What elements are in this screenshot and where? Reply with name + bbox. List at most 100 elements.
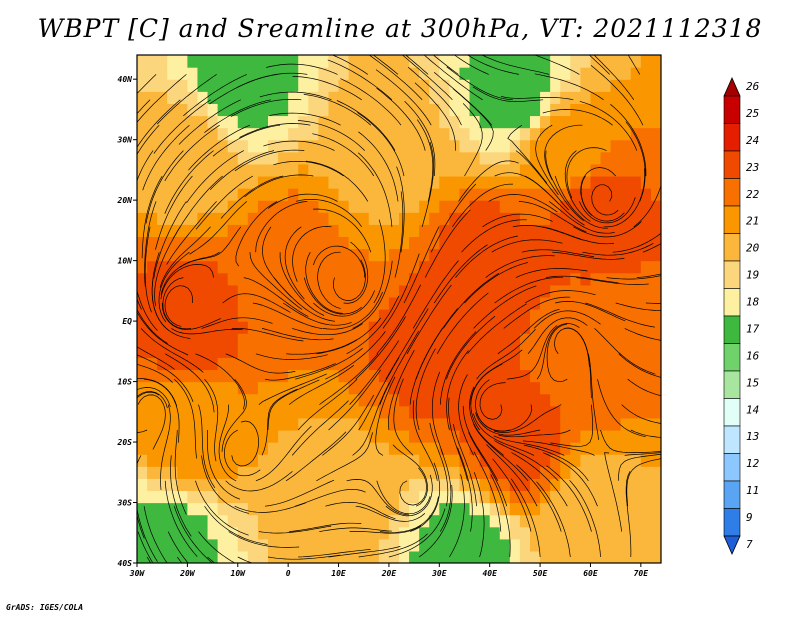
wbpt-cell [630,381,642,395]
wbpt-cell [388,139,400,153]
wbpt-cell [550,103,561,117]
wbpt-cell [489,345,501,358]
wbpt-cell [650,442,661,455]
wbpt-cell [429,333,440,346]
wbpt-cell [469,309,481,322]
wbpt-cell [217,550,229,563]
wbpt-cell [560,550,571,563]
wbpt-cell [560,55,571,68]
streamline [111,455,131,538]
wbpt-cell [630,212,642,225]
wbpt-cell [630,248,642,262]
wbpt-cell [237,369,249,383]
wbpt-cell [630,514,642,528]
wbpt-cell [257,429,269,443]
wbpt-cell [419,405,430,419]
wbpt-cell [207,357,219,371]
wbpt-cell [620,175,632,189]
wbpt-cell [157,248,168,262]
wbpt-cell [217,478,229,492]
footer-credit: GrADS: IGES/COLA [6,603,84,612]
streamline [105,481,134,561]
wbpt-cell [439,381,450,395]
wbpt-cell [197,200,209,213]
wbpt-cell [489,284,501,298]
wbpt-cell [237,357,249,371]
wbpt-cell [459,442,471,455]
wbpt-cell [247,55,259,68]
wbpt-cell [167,538,178,552]
wbpt-cell [640,272,652,286]
wbpt-cell [288,526,299,540]
x-tick-label: 40E [482,569,497,578]
wbpt-cell [157,103,168,117]
wbpt-cell [207,115,219,129]
wbpt-cell [328,67,340,80]
wbpt-cell [499,103,511,117]
wbpt-cell [197,405,209,419]
streamline [431,371,444,456]
wbpt-cell [630,357,642,371]
wbpt-cell [519,490,531,504]
wbpt-cell [540,550,551,563]
wbpt-cell [650,550,661,563]
wbpt-cell [207,272,219,286]
wbpt-cell [570,514,581,528]
streamline [137,99,181,148]
wbpt-cell [298,200,309,213]
wbpt-cell [650,163,661,177]
wbpt-cell [580,393,592,407]
streamline [511,452,568,507]
wbpt-cell [308,67,319,80]
wbpt-cell [167,442,178,455]
streamline [535,124,559,196]
wbpt-cell [459,333,471,346]
wbpt-cell [550,151,561,165]
wbpt-cell [147,248,158,262]
wbpt-cell [590,284,602,298]
wbpt-cell [288,188,299,201]
streamline [137,124,160,156]
wbpt-cell [419,200,430,213]
wbpt-cell [399,260,410,274]
wbpt-cell [610,490,622,504]
streamline [476,328,536,380]
wbpt-cell [630,478,642,492]
wbpt-cell [278,490,289,504]
wbpt-cell [328,538,340,552]
wbpt-cell [499,333,511,346]
wbpt-cell [419,151,430,165]
wbpt-cell [167,115,178,129]
wbpt-cell [469,405,481,419]
wbpt-cell [177,550,188,563]
wbpt-cell [610,55,622,68]
wbpt-cell [399,67,410,80]
wbpt-cell [278,115,289,129]
wbpt-cell [550,538,561,552]
wbpt-cell [409,296,420,310]
wbpt-cell [338,272,350,286]
streamline [585,302,655,328]
wbpt-cell [580,224,592,238]
wbpt-cell [378,538,390,552]
wbpt-cell [419,55,430,68]
streamline [295,488,366,507]
wbpt-cell [409,514,420,528]
wbpt-cell [600,429,612,443]
wbpt-cell [247,175,259,189]
wbpt-cell [610,333,622,346]
wbpt-cell [268,103,279,117]
wbpt-cell [610,91,622,104]
wbpt-cell [469,429,481,443]
wbpt-cell [237,478,249,492]
wbpt-cell [177,188,188,201]
wbpt-cell [509,333,521,346]
streamline [544,124,583,181]
colorbar-swatch [723,343,741,372]
wbpt-cell [650,272,661,286]
streamline [292,323,363,336]
wbpt-cell [217,490,229,504]
wbpt-cell [207,139,219,153]
wbpt-cell [449,91,461,104]
streamline [473,413,535,456]
